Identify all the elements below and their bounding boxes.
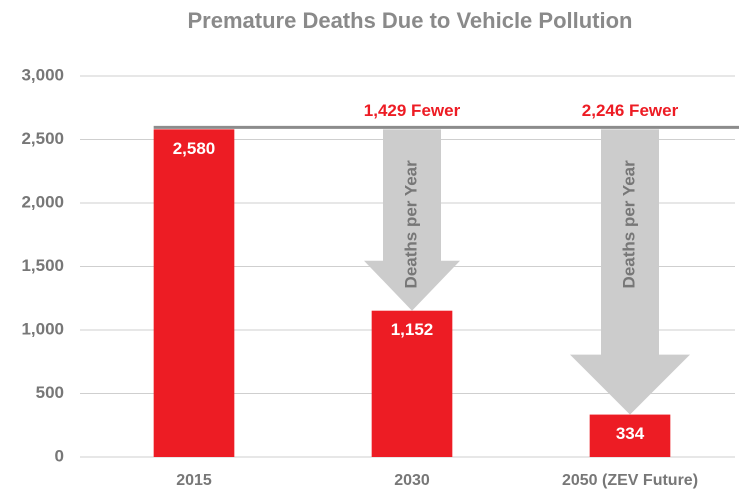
value-label: 2,580	[173, 139, 216, 158]
x-tick-label: 2030	[394, 472, 430, 489]
x-tick-label: 2050 (ZEV Future)	[562, 472, 698, 489]
arrow	[570, 129, 690, 415]
bar	[371, 310, 453, 457]
bar	[589, 414, 671, 457]
y-tick-label: 500	[36, 383, 64, 402]
x-tick-label: 2015	[176, 472, 212, 489]
y-tick-label: 2,000	[21, 192, 64, 211]
value-label: 1,152	[391, 320, 434, 339]
arrow	[364, 129, 460, 311]
arrow-text: Deaths per Year	[401, 160, 420, 289]
y-tick-label: 1,500	[21, 256, 64, 275]
annotation: 1,429 Fewer	[364, 101, 461, 120]
y-tick-label: 0	[55, 446, 64, 465]
y-tick-label: 1,000	[21, 319, 64, 338]
arrow-text: Deaths per Year	[619, 160, 638, 289]
bar	[153, 129, 235, 457]
annotation: 2,246 Fewer	[582, 101, 679, 120]
chart-title: Premature Deaths Due to Vehicle Pollutio…	[188, 8, 633, 33]
y-tick-label: 3,000	[21, 65, 64, 84]
y-tick-label: 2,500	[21, 129, 64, 148]
value-label: 334	[616, 424, 645, 443]
